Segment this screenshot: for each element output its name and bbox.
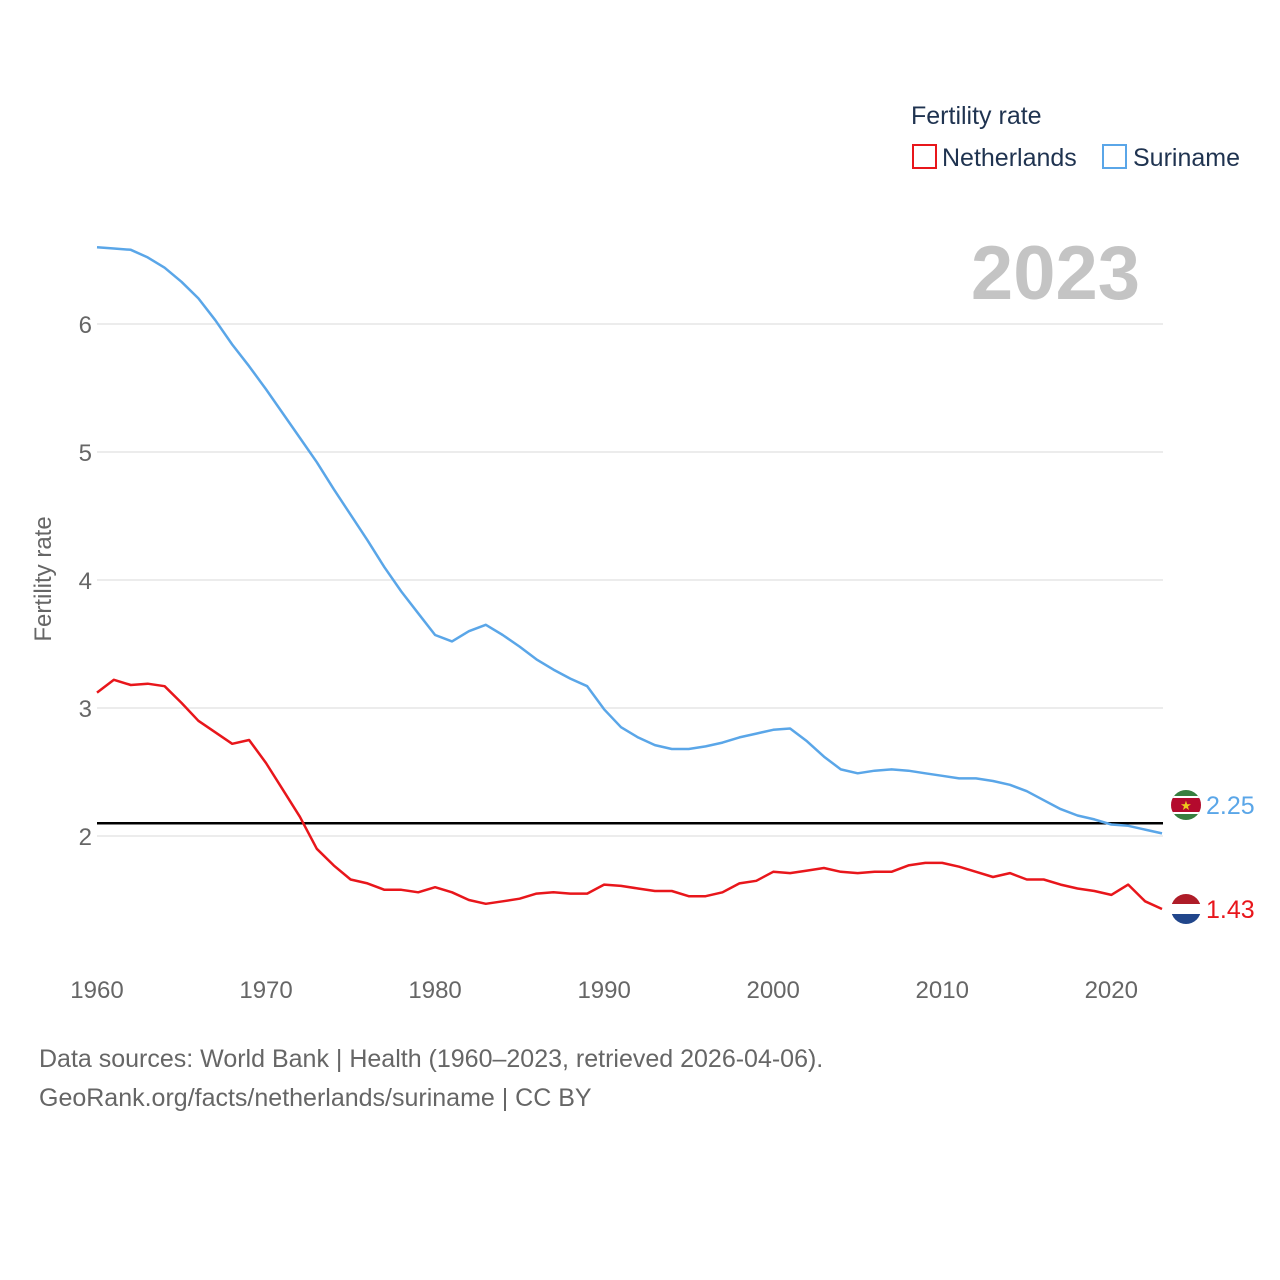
end-value-netherlands: 1.43 (1206, 896, 1255, 924)
x-tick-label: 1960 (70, 977, 123, 1004)
legend-swatch-suriname[interactable] (1102, 144, 1127, 169)
gridlines (97, 323, 1163, 837)
end-value-suriname: 2.25 (1206, 792, 1255, 820)
netherlands-flag (1171, 894, 1201, 924)
legend: Fertility rate Netherlands Suriname (911, 102, 1240, 172)
y-tick-label: 3 (79, 696, 92, 723)
x-axis-ticks: 1960 1970 1980 1990 2000 2010 2020 (70, 977, 1138, 1004)
svg-text:★: ★ (1180, 799, 1192, 814)
legend-label-netherlands[interactable]: Netherlands (942, 144, 1077, 172)
series-line-suriname (96, 245, 1163, 835)
footer-credit: GeoRank.org/facts/netherlands/suriname |… (39, 1084, 592, 1112)
suriname-flag: ★ (1171, 790, 1201, 820)
x-tick-label: 2010 (916, 977, 969, 1004)
y-axis-title: Fertility rate (30, 516, 57, 641)
x-tick-label: 2000 (746, 977, 799, 1004)
x-tick-label: 1970 (239, 977, 292, 1004)
end-markers: 1.43 ★ 2.25 (1171, 790, 1255, 924)
legend-title: Fertility rate (911, 102, 1042, 130)
x-tick-label: 2020 (1085, 977, 1138, 1004)
y-axis-ticks: 2 3 4 5 6 (79, 312, 92, 851)
legend-swatch-netherlands[interactable] (912, 144, 937, 169)
series-line-netherlands (96, 678, 1163, 911)
x-tick-label: 1990 (577, 977, 630, 1004)
footer-source: Data sources: World Bank | Health (1960–… (39, 1045, 824, 1073)
line-chart: 2 3 4 5 6 1960 1970 1980 1990 2000 2010 2020 Ferti… (30, 102, 1255, 1004)
x-tick-label: 1980 (408, 977, 461, 1004)
year-label: 2023 (971, 231, 1140, 316)
y-tick-label: 6 (79, 312, 92, 339)
series-lines (96, 245, 1163, 911)
legend-label-suriname[interactable]: Suriname (1133, 144, 1240, 172)
y-tick-label: 2 (79, 824, 92, 851)
y-tick-label: 4 (79, 568, 92, 595)
y-tick-label: 5 (79, 440, 92, 467)
